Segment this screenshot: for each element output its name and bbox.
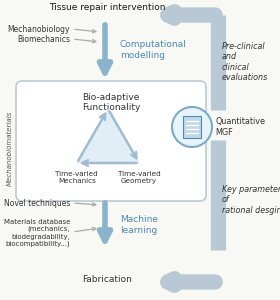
Text: Time-varied
Mechanics: Time-varied Mechanics	[55, 171, 98, 184]
Text: Fabrication: Fabrication	[82, 275, 132, 284]
Text: Computational
modelling: Computational modelling	[120, 40, 187, 60]
Text: Materials database
(mechanics,
biodegradability,
biocompatibility...): Materials database (mechanics, biodegrad…	[4, 219, 70, 247]
Text: Mechanobiomaterials: Mechanobiomaterials	[7, 110, 13, 186]
Text: Mechanobiology: Mechanobiology	[8, 25, 70, 34]
Text: Time-varied
Geometry: Time-varied Geometry	[118, 171, 160, 184]
Text: Bio-adaptive
Functionality: Bio-adaptive Functionality	[82, 93, 140, 112]
FancyBboxPatch shape	[16, 81, 206, 201]
Text: Tissue repair intervention: Tissue repair intervention	[49, 4, 165, 13]
Text: Biomechanics: Biomechanics	[17, 34, 70, 43]
Text: Machine
learning: Machine learning	[120, 215, 158, 235]
Text: Novel techniques: Novel techniques	[4, 199, 70, 208]
Text: Key parameters
of
rational desgin: Key parameters of rational desgin	[222, 185, 280, 215]
Text: Quantitative
MGF: Quantitative MGF	[215, 117, 265, 137]
Polygon shape	[77, 109, 139, 163]
FancyBboxPatch shape	[183, 116, 201, 138]
Text: Pre-clinical
and
clinical
evaluations: Pre-clinical and clinical evaluations	[222, 42, 268, 82]
Circle shape	[172, 107, 212, 147]
